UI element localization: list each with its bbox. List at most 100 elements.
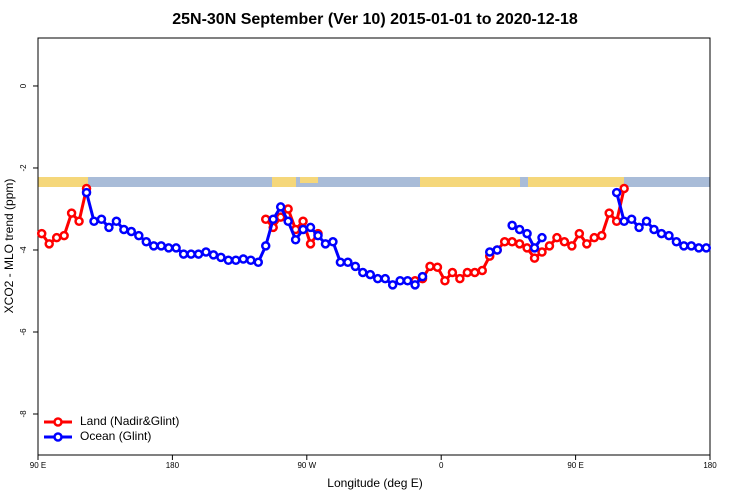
data-point bbox=[126, 226, 137, 237]
data-point bbox=[290, 234, 301, 245]
data-point bbox=[350, 261, 361, 272]
legend-marker bbox=[53, 417, 63, 427]
data-point bbox=[619, 216, 629, 227]
data-point bbox=[313, 230, 323, 241]
data-point bbox=[529, 253, 540, 263]
data-point bbox=[231, 255, 241, 265]
data-point bbox=[320, 239, 331, 249]
data-point bbox=[111, 216, 122, 227]
data-point bbox=[626, 214, 637, 224]
data-point bbox=[275, 202, 286, 212]
y-tick-label: -4 bbox=[19, 246, 28, 254]
plot-frame bbox=[37, 37, 711, 456]
data-point bbox=[544, 241, 555, 251]
data-point bbox=[425, 261, 435, 272]
data-point bbox=[470, 267, 480, 278]
data-point bbox=[582, 239, 592, 249]
data-point bbox=[664, 230, 674, 241]
x-tick-label: 90 W bbox=[297, 461, 316, 470]
data-point bbox=[402, 275, 413, 286]
legend-label: Land (Nadir&Glint) bbox=[80, 414, 179, 428]
data-point bbox=[283, 204, 293, 214]
data-point bbox=[328, 237, 338, 247]
data-point bbox=[537, 232, 547, 243]
data-point bbox=[343, 257, 353, 268]
data-point bbox=[514, 224, 525, 235]
y-tick-label: -8 bbox=[19, 410, 28, 418]
data-point bbox=[656, 228, 667, 239]
x-tick-label: 180 bbox=[166, 461, 180, 470]
data-point bbox=[507, 220, 517, 231]
data-point bbox=[335, 257, 346, 268]
data-point bbox=[641, 216, 652, 227]
data-point bbox=[238, 254, 249, 264]
data-point bbox=[447, 267, 458, 278]
data-point bbox=[365, 269, 376, 280]
data-point bbox=[81, 187, 92, 198]
data-point bbox=[223, 255, 234, 265]
data-point bbox=[36, 228, 47, 239]
data-point bbox=[246, 255, 256, 265]
data-point bbox=[507, 237, 517, 247]
data-point bbox=[634, 222, 644, 233]
y-tick-label: -6 bbox=[19, 328, 28, 336]
data-point bbox=[201, 247, 211, 257]
data-point bbox=[260, 214, 271, 224]
data-point bbox=[134, 230, 144, 241]
data-point bbox=[260, 241, 271, 251]
data-point bbox=[186, 249, 196, 259]
data-point bbox=[141, 237, 152, 247]
data-point bbox=[522, 243, 532, 253]
x-tick-label: 0 bbox=[439, 461, 444, 470]
x-tick-label: 180 bbox=[703, 461, 717, 470]
data-point bbox=[178, 249, 189, 259]
data-point bbox=[358, 267, 368, 278]
data-point bbox=[96, 214, 107, 224]
data-point bbox=[104, 222, 114, 233]
data-point bbox=[671, 237, 682, 247]
data-point bbox=[649, 224, 659, 235]
data-point bbox=[611, 216, 622, 227]
data-point bbox=[477, 265, 488, 276]
data-point bbox=[492, 245, 502, 255]
data-point bbox=[537, 247, 547, 257]
data-point bbox=[387, 280, 398, 290]
data-point bbox=[596, 230, 607, 241]
chart-title: 25N-30N September (Ver 10) 2015-01-01 to… bbox=[172, 11, 578, 28]
series-line bbox=[85, 192, 707, 287]
data-point bbox=[372, 273, 383, 284]
data-point bbox=[619, 183, 629, 194]
data-point bbox=[589, 232, 600, 243]
data-point bbox=[268, 214, 278, 224]
data-point bbox=[156, 241, 166, 251]
data-point bbox=[305, 239, 316, 249]
data-point bbox=[119, 224, 129, 235]
data-point bbox=[66, 208, 77, 218]
data-point bbox=[417, 271, 428, 282]
data-point bbox=[522, 228, 532, 239]
data-point bbox=[611, 187, 622, 198]
data-point bbox=[701, 243, 712, 253]
data-point bbox=[440, 275, 450, 286]
data-point bbox=[253, 257, 264, 268]
x-tick-label: 90 E bbox=[30, 461, 46, 470]
x-axis-label: Longitude (deg E) bbox=[327, 476, 422, 490]
data-point bbox=[395, 275, 405, 286]
legend-label: Ocean (Glint) bbox=[80, 429, 151, 443]
data-point bbox=[514, 239, 525, 249]
data-point bbox=[552, 232, 562, 243]
data-point bbox=[410, 280, 420, 290]
data-point bbox=[216, 252, 226, 263]
data-point bbox=[499, 237, 510, 247]
data-point bbox=[604, 208, 614, 218]
y-tick-label: 0 bbox=[19, 83, 28, 88]
data-point bbox=[193, 249, 204, 259]
data-point bbox=[529, 243, 540, 253]
data-point bbox=[574, 228, 585, 239]
data-point bbox=[686, 241, 697, 251]
data-point bbox=[694, 243, 704, 253]
data-point bbox=[74, 216, 84, 227]
data-point bbox=[462, 267, 473, 278]
x-tick-label: 90 E bbox=[567, 461, 583, 470]
